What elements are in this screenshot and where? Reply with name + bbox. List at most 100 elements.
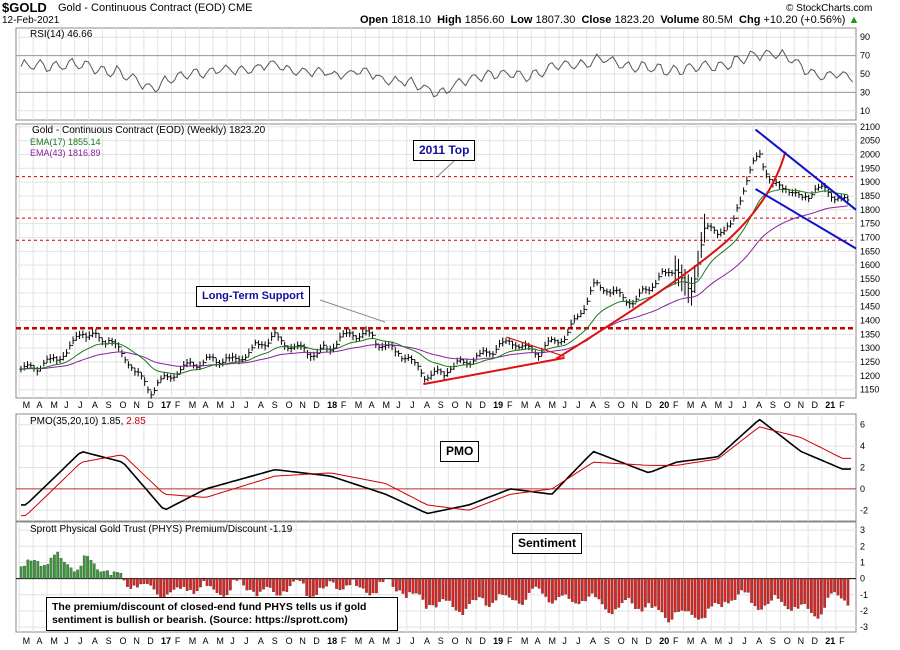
sentiment-bar-30 [119, 572, 123, 579]
price-bar-9 [48, 354, 52, 364]
xlabel-price-41: A [590, 400, 596, 410]
sentiment-bar-125 [434, 578, 438, 608]
price-bar-224 [748, 166, 752, 182]
sentiment-bar-161 [554, 578, 558, 601]
price-bar-120 [410, 355, 414, 364]
price-bar-144 [488, 350, 492, 357]
sentiment-bar-19 [82, 555, 86, 579]
price-bar-172 [579, 309, 583, 318]
price-bar-66 [234, 353, 238, 364]
price-bar-11 [55, 356, 59, 365]
price-bar-31 [120, 346, 124, 358]
price-bar-41 [152, 387, 156, 396]
xlabel-price-20: N [299, 400, 306, 410]
price-bar-12 [58, 355, 62, 364]
price-bar-230 [768, 173, 772, 184]
price-bar-232 [774, 178, 778, 187]
xlabel-sent-2: M [50, 636, 58, 646]
price-bar-74 [260, 341, 264, 349]
sentiment-bar-121 [421, 578, 425, 600]
xlabel-sent-30: S [438, 636, 444, 646]
volume-label: Volume [660, 14, 700, 26]
xlabel-sent-33: D [479, 636, 486, 646]
sentiment-bar-166 [570, 578, 574, 602]
price-bar-119 [406, 353, 410, 361]
price-bar-198 [663, 269, 667, 277]
sentiment-tick-2: 1 [860, 557, 865, 567]
sentiment-bar-36 [139, 578, 143, 585]
sentiment-bar-16 [72, 571, 76, 579]
price-tick-8: 1700 [860, 232, 880, 242]
xlabel-sent-22: 18 [327, 636, 337, 646]
pmo-legend-signal: 2.85 [126, 416, 146, 427]
xlabel-sent-31: O [452, 636, 459, 646]
sentiment-bar-181 [620, 578, 624, 604]
price-bar-49 [178, 365, 182, 375]
sentiment-bar-171 [587, 578, 591, 597]
sentiment-bar-175 [600, 578, 604, 605]
sentiment-bar-106 [371, 578, 375, 594]
sentiment-bar-103 [361, 578, 365, 589]
sentiment-bar-223 [760, 578, 763, 610]
sentiment-bar-112 [391, 578, 395, 587]
sentiment-bar-92 [325, 578, 328, 587]
price-bar-39 [146, 380, 150, 394]
price-bar-146 [494, 345, 498, 355]
sentiment-bar-39 [149, 578, 153, 586]
sentiment-bar-41 [155, 578, 159, 595]
sentiment-bar-155 [534, 578, 538, 587]
xlabel-price-27: J [396, 400, 401, 410]
sentiment-bar-148 [511, 578, 514, 601]
price-bar-227 [758, 149, 762, 159]
sentiment-tick-0: 3 [860, 525, 865, 535]
chg-value: +10.20 (+0.56%) [763, 14, 846, 26]
price-bar-112 [384, 340, 388, 351]
sentiment-bar-87 [308, 578, 312, 599]
pmo-tick-3: 0 [860, 484, 865, 494]
pmo-tick-4: -2 [860, 505, 868, 515]
sentiment-bar-78 [278, 578, 282, 596]
xlabel-price-55: O [784, 400, 791, 410]
xlabel-price-59: F [839, 400, 845, 410]
sentiment-bar-32 [126, 578, 129, 587]
price-bar-122 [416, 362, 420, 371]
price-bar-71 [250, 344, 254, 354]
price-bar-130 [442, 371, 446, 380]
xlabel-price-11: F [175, 400, 181, 410]
sentiment-bar-220 [750, 578, 753, 603]
sentiment-bar-211 [720, 578, 724, 608]
xlabel-price-47: F [673, 400, 679, 410]
xlabel-sent-15: J [230, 636, 235, 646]
xlabel-price-4: J [78, 400, 83, 410]
sentiment-bar-196 [670, 578, 674, 620]
price-bar-46 [169, 374, 173, 382]
pmo-series-1 [21, 426, 851, 517]
sentiment-bar-96 [338, 578, 342, 591]
sentiment-bar-179 [614, 578, 617, 610]
sentiment-bar-227 [773, 578, 777, 595]
price-bar-101 [348, 328, 352, 338]
sentiment-bar-59 [215, 578, 219, 594]
sentiment-bar-207 [707, 578, 710, 609]
trend-pennant-upper [506, 336, 565, 358]
price-bar-117 [400, 352, 404, 362]
price-tick-6: 1800 [860, 205, 880, 215]
sentiment-bar-170 [584, 578, 587, 602]
price-bar-203 [680, 264, 684, 292]
price-bar-191 [641, 285, 645, 294]
price-bar-75 [263, 341, 267, 351]
price-bar-10 [52, 353, 56, 362]
sentiment-bar-246 [836, 578, 840, 596]
sentiment-bar-198 [677, 578, 680, 612]
instrument-name: Gold - Continuous Contract (EOD) [58, 2, 226, 14]
exchange: CME [228, 2, 253, 14]
xlabel-price-57: D [811, 400, 818, 410]
sentiment-bar-145 [501, 578, 504, 595]
sentiment-bar-60 [219, 578, 222, 595]
sentiment-bar-76 [272, 578, 275, 592]
open-value: 1818.10 [391, 14, 431, 26]
price-tick-17: 1250 [860, 357, 880, 367]
price-bar-177 [595, 279, 599, 286]
price-bar-184 [618, 288, 622, 298]
price-bar-80 [279, 336, 283, 345]
